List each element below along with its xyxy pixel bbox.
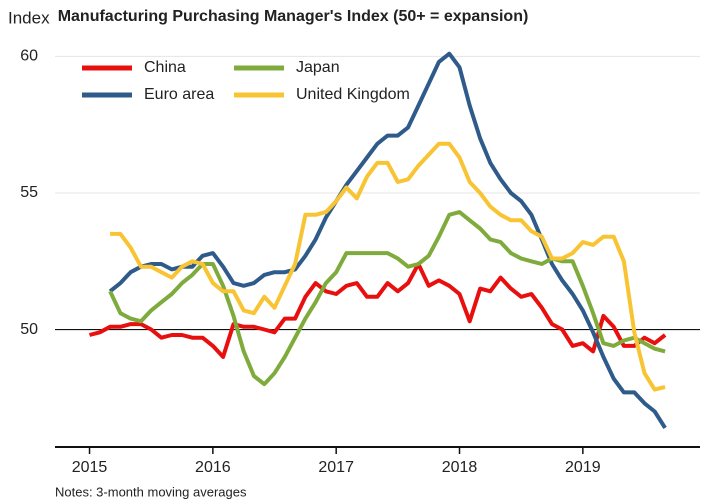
x-tick-label: 2018 — [442, 459, 478, 476]
x-tick-label: 2019 — [565, 459, 601, 476]
legend-label: Euro area — [144, 86, 214, 103]
chart-title: Manufacturing Purchasing Manager's Index… — [58, 8, 529, 25]
x-tick-label: 2016 — [195, 459, 231, 476]
x-tick-label: 2017 — [318, 459, 354, 476]
series-line — [88, 262, 667, 359]
y-tick-label: 50 — [20, 321, 38, 338]
y-tick-label: 60 — [20, 48, 38, 65]
series-line — [110, 141, 666, 392]
legend-label: United Kingdom — [296, 86, 410, 103]
legend-label: Japan — [296, 59, 340, 76]
series-line — [108, 210, 666, 387]
legend-label: China — [144, 59, 186, 76]
x-tick-label: 2015 — [72, 459, 108, 476]
note: Notes: 3-month moving averages — [55, 484, 247, 499]
series-line — [108, 51, 667, 429]
y-axis-label: Index — [8, 8, 50, 27]
y-tick-label: 55 — [20, 184, 38, 201]
